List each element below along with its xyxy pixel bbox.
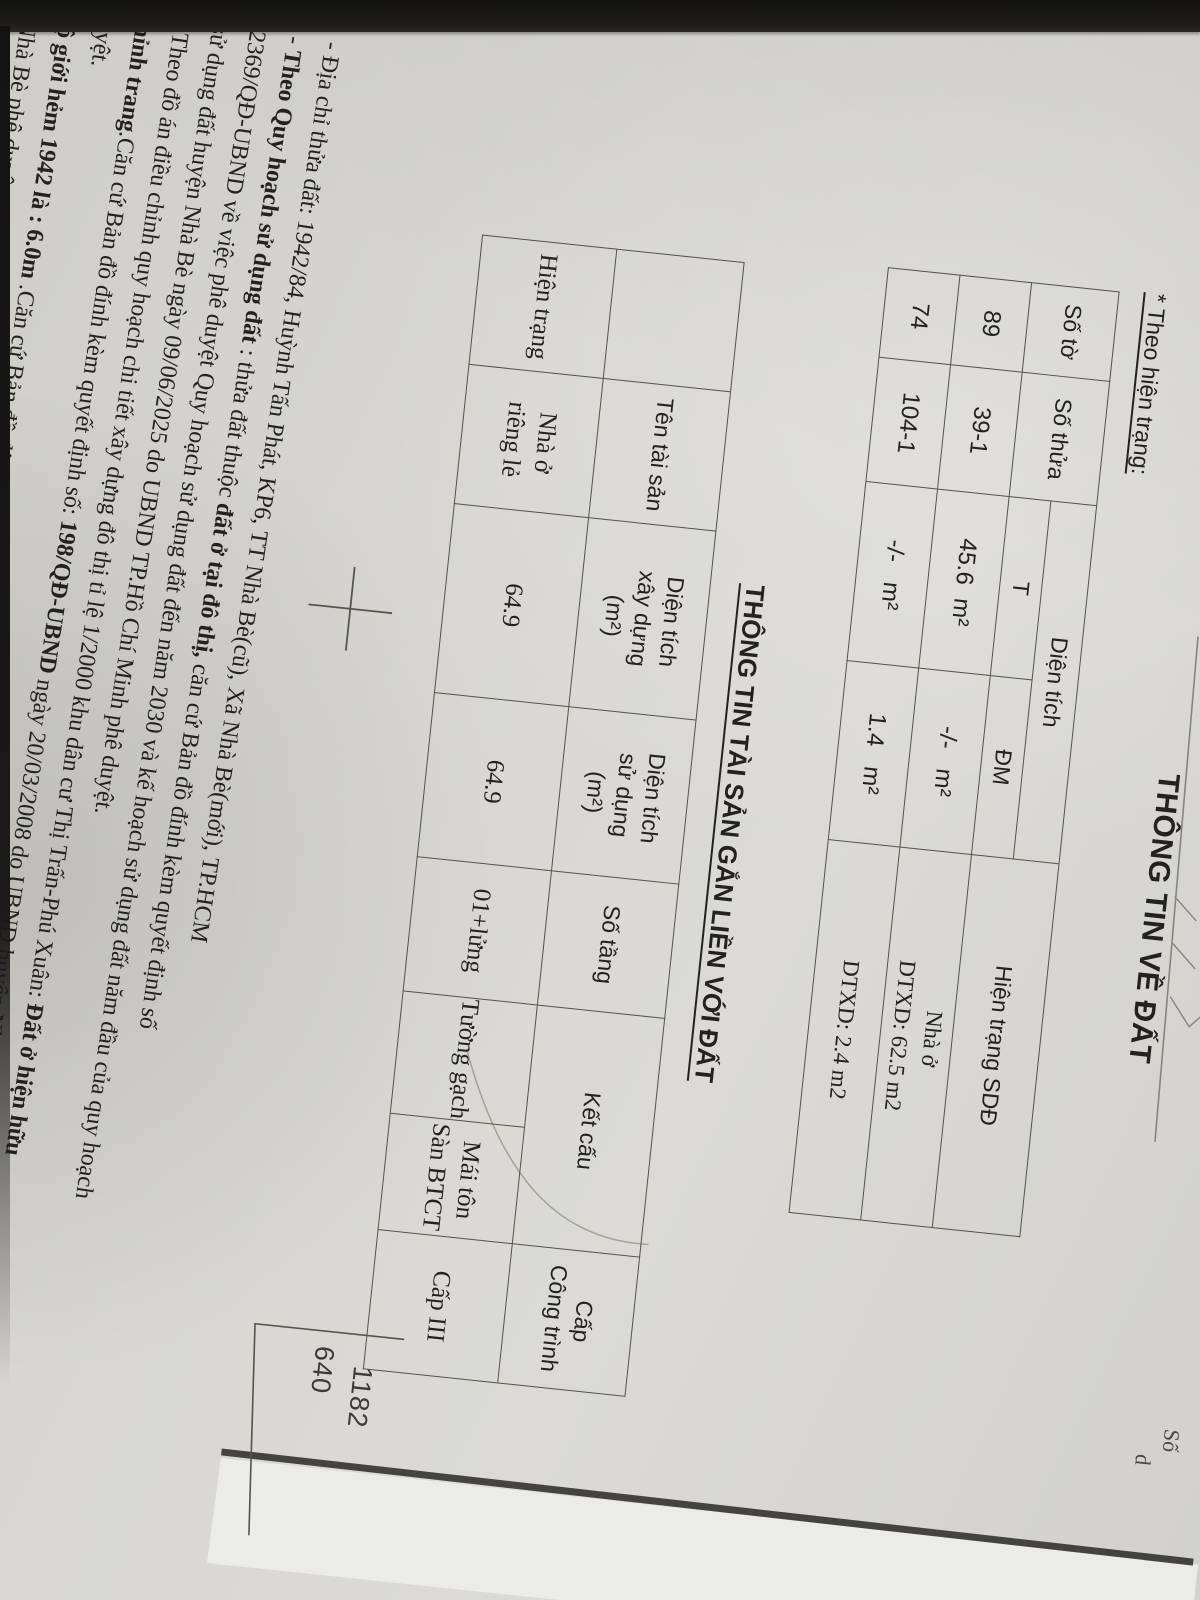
edge-text-fragment: Số [1157,1427,1185,1454]
col-header-so-to: Số tờ [1022,282,1120,382]
paper-edge-line [221,1448,1194,1566]
margin-number: 1182 [341,1364,379,1430]
cell-so-to: 89 [950,275,1032,373]
margin-numbers: 1182 640 [297,1344,385,1430]
col-header-empty [603,249,745,392]
map-hatch-tick [1171,942,1196,970]
margin-box-corner [248,1322,405,1536]
cell-so-to: 74 [878,267,960,365]
col-header-cap-cong-trinh: Cấp Công trình [497,1243,640,1397]
ket-cau-wall: Tường gạch [444,997,485,1121]
cell-row-label: Hiện trạng [468,235,617,379]
photo-left-black-edge [0,26,10,1386]
map-edge-line [1154,636,1199,1142]
cell-ten-tai-san: Nhà ở riêng lẻ [454,364,604,518]
col-header-ket-cau: Kết cấu [512,1005,665,1258]
cell-so-tang: 01+lửng [403,856,552,1006]
cell-cap-cong-trinh: Cấp III [363,1229,513,1383]
map-hatch-tick [1174,896,1197,922]
map-hatch-chevron [1169,996,1200,1028]
col-header-so-tang: Số tầng [537,870,679,1019]
col-header-dien-tich-su-dung: Diện tích sử dụng (m²) [551,706,697,885]
photo-top-black-bar [0,0,1200,32]
pencil-arc [466,1052,649,1246]
cell-ket-cau: Tường gạch Mái tôn Sàn BTCT [378,990,538,1244]
crosshair-mark [308,566,393,651]
cell-dtsd: 64.9 [417,692,569,871]
cell-dtxd: 64.9 [434,503,589,707]
col-header-so-thua: Số thửa [1009,372,1110,506]
ket-cau-roof-floor: Mái tôn Sàn BTCT [378,1112,525,1244]
ket-cau-split: Tường gạch Mái tôn Sàn BTCT [378,991,537,1244]
col-header-ten-tai-san: Tên tài sản [588,378,731,532]
cell-so-thua: 104-1 [865,357,951,490]
cell-so-thua: 39-1 [937,364,1023,497]
col-header-dien-tich-xay-dung: Diện tích xây dựng (m²) [568,517,716,721]
underlying-white-sheet [186,1457,1199,1600]
